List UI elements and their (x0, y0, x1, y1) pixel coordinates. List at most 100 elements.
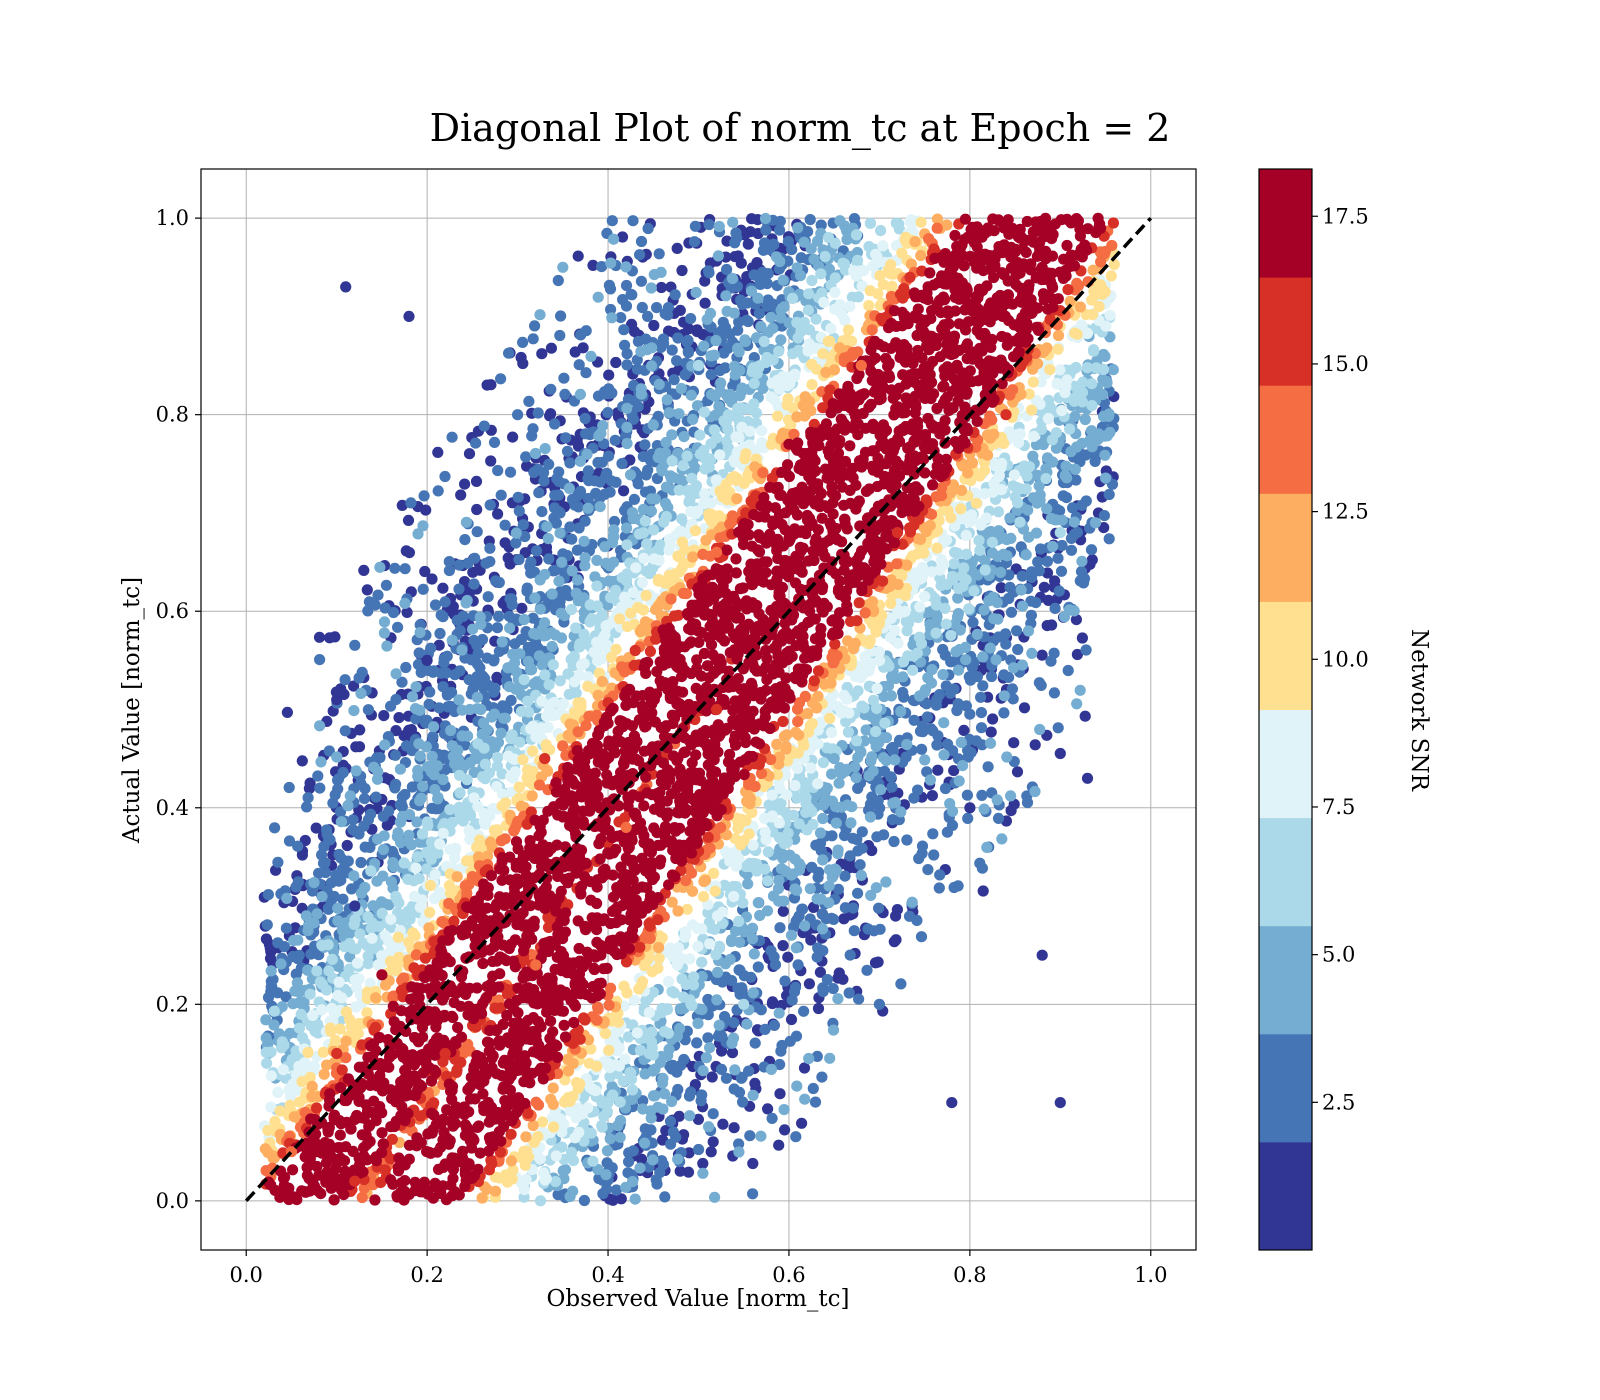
scatter-point (756, 425, 768, 437)
scatter-point (387, 606, 400, 619)
scatter-point (289, 985, 301, 997)
scatter-point (948, 558, 960, 570)
scatter-point (880, 732, 893, 744)
scatter-point (411, 816, 423, 828)
scatter-point (1046, 434, 1058, 446)
scatter-point (268, 1005, 280, 1017)
scatter-point (627, 215, 639, 227)
scatter-point (805, 934, 817, 946)
scatter-point (778, 301, 790, 313)
scatter-point (1012, 497, 1024, 509)
scatter-point (815, 219, 827, 231)
scatter-point (908, 714, 920, 726)
scatter-point (841, 693, 853, 705)
scatter-point (681, 485, 693, 497)
scatter-point (879, 717, 891, 729)
scatter-point (710, 334, 722, 347)
scatter-point (612, 1120, 624, 1132)
scatter-point (640, 333, 652, 345)
scatter-point (785, 929, 798, 941)
scatter-point (1001, 751, 1013, 763)
scatter-point (885, 597, 897, 610)
scatter-point (925, 677, 938, 689)
scatter-point (312, 770, 324, 782)
scatter-point (671, 355, 683, 367)
scatter-point (855, 869, 867, 882)
scatter-point (342, 800, 354, 812)
scatter-point (439, 596, 451, 608)
scatter-point (495, 727, 507, 739)
scatter-point (1052, 722, 1064, 734)
scatter-point (945, 656, 957, 668)
scatter-point (842, 726, 855, 738)
scatter-point (471, 503, 483, 516)
scatter-point (526, 664, 538, 676)
scatter-point (866, 751, 878, 763)
scatter-point (740, 814, 752, 827)
scatter-point (341, 839, 353, 852)
scatter-point (733, 431, 745, 444)
scatter-point (803, 1052, 815, 1065)
scatter-point (663, 1043, 675, 1055)
scatter-point (924, 618, 936, 630)
scatter-point (947, 805, 959, 817)
scatter-point (344, 951, 356, 963)
scatter-point (826, 768, 838, 780)
scatter-point (728, 890, 740, 903)
scatter-point (1011, 766, 1024, 778)
scatter-point (451, 871, 463, 883)
scatter-point (974, 544, 986, 556)
scatter-point (302, 925, 314, 937)
scatter-point (349, 974, 361, 986)
scatter-point (666, 429, 678, 441)
scatter-point (517, 754, 529, 766)
scatter-point (707, 1136, 719, 1148)
scatter-point (600, 469, 612, 481)
scatter-point (488, 708, 500, 720)
scatter-point (461, 855, 473, 867)
scatter-point (811, 951, 823, 963)
scatter-point (518, 614, 530, 626)
scatter-point (977, 680, 989, 692)
scatter-point (471, 671, 483, 683)
scatter-point (385, 913, 397, 925)
scatter-point (682, 1166, 695, 1178)
scatter-point (916, 572, 928, 584)
scatter-point (922, 864, 934, 876)
scatter-point (907, 664, 919, 676)
scatter-point (829, 286, 841, 298)
scatter-point (869, 957, 882, 969)
scatter-point (975, 722, 988, 734)
scatter-point (606, 312, 618, 324)
scatter-point (720, 290, 732, 302)
scatter-point (484, 556, 496, 568)
scatter-point (535, 724, 547, 736)
scatter-point (381, 640, 393, 652)
scatter-point (782, 951, 794, 963)
scatter-point (796, 903, 808, 915)
scatter-point (597, 1188, 609, 1200)
scatter-point (554, 675, 566, 687)
scatter-point (752, 961, 764, 973)
scatter-point (503, 347, 515, 359)
scatter-point (698, 891, 710, 903)
scatter-point (937, 669, 949, 681)
scatter-point (705, 497, 717, 509)
scatter-point (729, 456, 741, 468)
scatter-point (650, 1174, 662, 1186)
scatter-point (1054, 747, 1066, 760)
scatter-point (692, 1017, 704, 1029)
scatter-point (1071, 698, 1083, 710)
scatter-point (815, 268, 827, 280)
scatter-point (396, 676, 408, 688)
scatter-point (935, 579, 947, 592)
scatter-point (515, 1151, 527, 1164)
scatter-point (462, 730, 474, 742)
scatter-point (1090, 362, 1102, 374)
scatter-point (348, 705, 360, 717)
scatter-point (921, 698, 933, 710)
scatter-point (990, 654, 1002, 666)
scatter-point (403, 724, 415, 737)
scatter-point (314, 782, 326, 794)
